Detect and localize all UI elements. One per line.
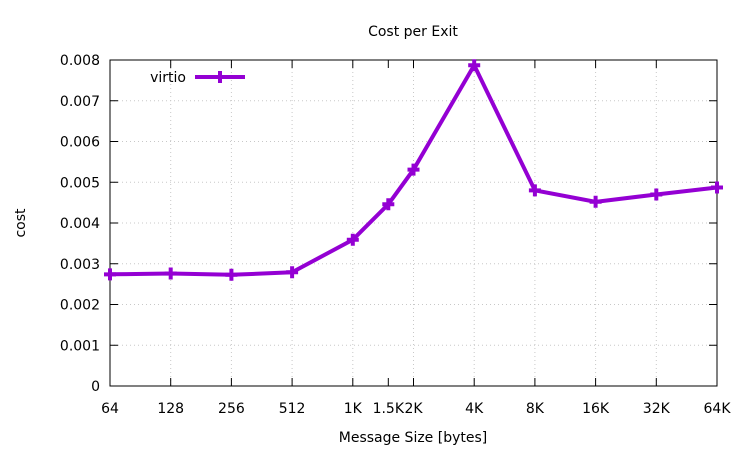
y-tick-label: 0.004	[60, 216, 100, 232]
data-point-marker	[407, 163, 420, 176]
series-layer	[104, 59, 723, 281]
x-tick-label: 256	[218, 401, 245, 417]
x-tick-label: 16K	[582, 401, 610, 417]
data-point-marker	[286, 266, 299, 279]
data-point-marker	[225, 268, 238, 281]
y-tick-label: 0.003	[60, 257, 100, 273]
y-tick-label: 0.006	[60, 135, 100, 151]
data-point-marker	[468, 59, 481, 72]
x-tick-labels: 64 128 256 512 1K 1.5K 2K 4K 8K 16K 32K 64K	[101, 401, 731, 417]
x-tick-label: 4K	[465, 401, 484, 417]
data-point-marker	[164, 267, 177, 280]
y-tick-label: 0	[91, 379, 100, 395]
data-point-marker	[346, 233, 359, 246]
legend-marker	[214, 71, 226, 83]
data-point-marker	[104, 268, 116, 281]
data-point-marker	[382, 198, 395, 211]
x-tick-label: 8K	[526, 401, 545, 417]
x-tick-label: 128	[157, 401, 184, 417]
x-tick-label: 1.5K	[373, 401, 405, 417]
data-point-marker	[650, 188, 663, 201]
x-tick-label: 1K	[344, 401, 363, 417]
legend-label: virtio	[150, 70, 186, 86]
x-tick-label: 2K	[404, 401, 423, 417]
y-tick-labels: 0 0.001 0.002 0.003 0.004 0.005 0.006 0.007 0.00…	[60, 53, 100, 395]
x-axis-label: Message Size [bytes]	[339, 430, 488, 446]
y-tick-label: 0.002	[60, 298, 100, 314]
legend: virtio	[150, 70, 245, 86]
y-tick-label: 0.005	[60, 175, 100, 191]
chart-title: Cost per Exit	[368, 24, 458, 40]
grid-lines	[110, 60, 717, 386]
x-tick-label: 64K	[704, 401, 732, 417]
x-tick-label: 64	[101, 401, 119, 417]
data-point-marker	[711, 181, 723, 194]
y-tick-label: 0.007	[60, 94, 100, 110]
x-tick-label: 32K	[643, 401, 671, 417]
x-tick-label: 512	[279, 401, 306, 417]
data-point-marker	[589, 195, 602, 208]
y-tick-label: 0.001	[60, 338, 100, 354]
y-tick-label: 0.008	[60, 53, 100, 69]
series-line-virtio	[109, 61, 718, 277]
y-axis-label: cost	[13, 208, 29, 238]
data-point-marker	[528, 184, 541, 197]
